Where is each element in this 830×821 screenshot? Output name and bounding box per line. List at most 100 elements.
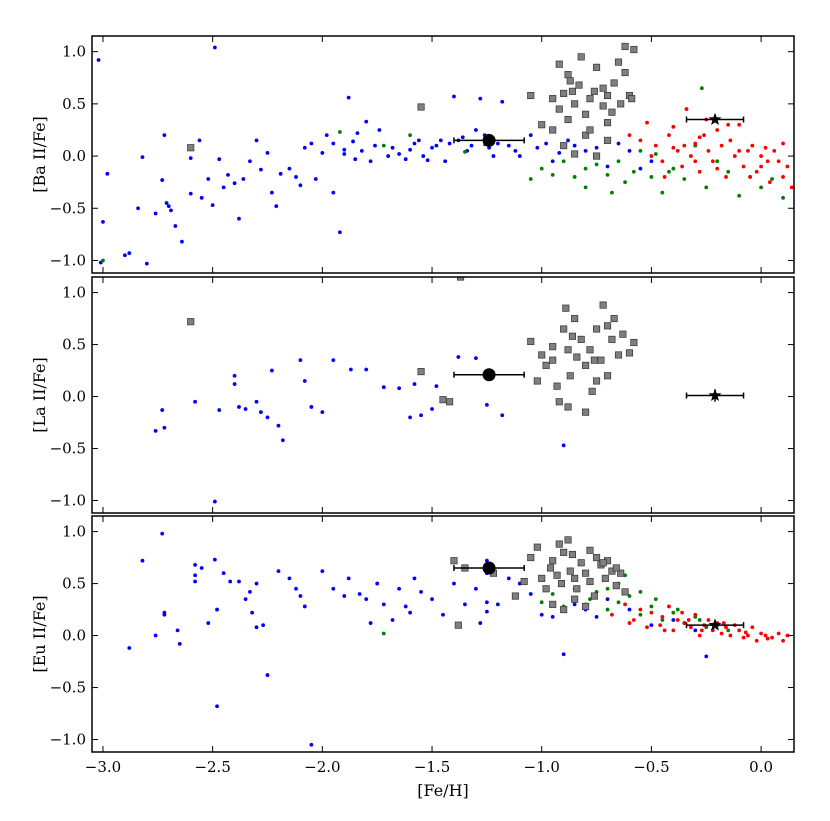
- gray-square-point: [564, 71, 572, 79]
- blue-point: [408, 610, 412, 615]
- blue-point: [212, 499, 217, 504]
- red-point: [667, 604, 671, 609]
- blue-point: [221, 571, 226, 576]
- red-point: [748, 175, 753, 179]
- y-axis-label: [La II/Fe]: [30, 357, 49, 432]
- blue-point: [506, 576, 511, 581]
- blue-point: [484, 600, 489, 605]
- blue-point: [320, 410, 325, 415]
- blue-point: [434, 384, 439, 389]
- blue-point: [452, 581, 456, 586]
- blue-point: [408, 147, 412, 152]
- blue-point: [474, 586, 478, 591]
- blue-point: [381, 385, 386, 390]
- blue-point: [221, 185, 226, 190]
- blue-point: [421, 154, 426, 158]
- blue-point: [513, 148, 518, 153]
- gray-square-point: [571, 574, 579, 582]
- blue-point: [298, 594, 303, 598]
- red-point: [662, 175, 667, 179]
- blue-point: [386, 154, 391, 158]
- gray-square-point: [603, 322, 612, 330]
- y-tick-label: −1.0: [50, 492, 86, 510]
- gray-square-point: [610, 315, 618, 323]
- red-point: [660, 614, 665, 619]
- red-point: [737, 148, 742, 153]
- red-point: [675, 618, 680, 622]
- x-tick-label: 0.0: [749, 758, 773, 776]
- gray-square-point: [538, 121, 546, 129]
- green-point: [610, 190, 614, 195]
- blue-point: [438, 138, 443, 143]
- green-point: [653, 597, 658, 602]
- gray-square-point: [549, 343, 557, 351]
- blue-point: [193, 399, 198, 404]
- gray-square-point: [590, 592, 598, 600]
- gray-square-point: [630, 338, 638, 347]
- gray-square-point: [564, 115, 572, 124]
- red-point: [631, 618, 636, 622]
- blue-point: [412, 141, 417, 146]
- gray-square-point: [590, 87, 598, 95]
- y-tick-label: 1.0: [62, 523, 86, 541]
- gray-square-point: [582, 569, 590, 577]
- red-point: [680, 610, 685, 615]
- gray-square-point: [593, 325, 601, 333]
- blue-point: [390, 145, 395, 150]
- blue-point: [425, 158, 430, 163]
- blue-point: [539, 612, 544, 617]
- red-point: [763, 633, 768, 638]
- y-tick-label: 0.5: [62, 336, 86, 354]
- gray-square-point: [582, 131, 590, 139]
- blue-point: [215, 704, 219, 709]
- gray-square-point: [577, 335, 585, 343]
- blue-point: [309, 742, 314, 747]
- red-point: [688, 625, 693, 630]
- red-point: [686, 618, 691, 622]
- gray-square-point: [560, 548, 568, 556]
- x-tick-label: −2.5: [194, 758, 230, 776]
- blue-point: [173, 224, 178, 228]
- gray-square-point: [612, 564, 620, 572]
- blue-point: [123, 253, 127, 258]
- red-point: [759, 631, 763, 636]
- gray-square-point: [527, 554, 535, 562]
- gray-square-point: [599, 559, 607, 567]
- blue-point: [309, 405, 314, 409]
- blue-point: [160, 531, 165, 536]
- gray-square-point: [564, 536, 572, 544]
- blue-point: [557, 151, 562, 155]
- gray-square-point: [599, 84, 607, 92]
- blue-point: [96, 58, 101, 62]
- green-point: [528, 177, 533, 181]
- gray-square-point: [511, 592, 519, 600]
- gray-square-point: [582, 110, 590, 118]
- blue-point: [164, 201, 169, 205]
- blue-point: [193, 579, 198, 584]
- red-point: [653, 143, 658, 148]
- blue-point: [101, 219, 105, 224]
- blue-point: [364, 597, 369, 602]
- gray-square-point: [549, 356, 557, 364]
- blue-point: [397, 152, 402, 156]
- blue-point: [313, 177, 318, 181]
- green-point: [631, 169, 636, 174]
- plot-frame: [91, 515, 795, 753]
- gray-square-point: [568, 332, 576, 340]
- gray-square-point: [439, 396, 447, 404]
- red-point: [724, 625, 728, 630]
- red-point: [715, 128, 720, 132]
- blue-point: [259, 410, 263, 415]
- red-point: [671, 628, 676, 633]
- blue-point: [274, 204, 279, 209]
- red-point: [710, 159, 715, 164]
- markers: [96, 42, 794, 266]
- blue-point: [373, 143, 377, 148]
- gray-square-point: [617, 569, 625, 577]
- gray-square-point: [593, 63, 601, 71]
- blue-point: [500, 99, 505, 104]
- la-panel: −1.0 −0.5 0.0 0.5 1.0 [La II/Fe]: [30, 276, 795, 514]
- gray-square-point: [571, 595, 579, 603]
- blue-point: [403, 157, 408, 162]
- ba-panel: −1.0 −0.5 0.0 0.5 1.0 [Ba II/Fe]: [30, 35, 795, 274]
